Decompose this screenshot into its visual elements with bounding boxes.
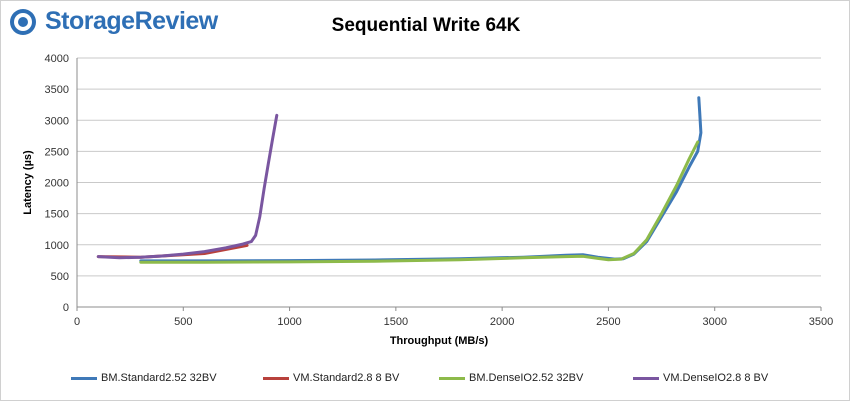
y-tick-label: 3500 (45, 84, 69, 96)
legend-swatch (633, 376, 659, 380)
storagereview-logo: StorageReview (7, 5, 237, 39)
storagereview-logo-icon (10, 9, 36, 35)
y-tick-label: 500 (51, 271, 69, 283)
legend-label: VM.DenseIO2.8 8 BV (663, 372, 769, 384)
y-tick-label: 2000 (45, 178, 69, 190)
legend-label: BM.DenseIO2.52 32BV (469, 372, 584, 384)
y-tick-label: 2500 (45, 146, 69, 158)
brand-name: StorageReview (45, 7, 218, 35)
x-tick-label: 500 (174, 316, 192, 328)
legend-swatch (71, 376, 97, 380)
y-axis-label: Latency (µs) (22, 150, 34, 215)
y-tick-label: 1000 (45, 240, 69, 252)
y-tick-label: 0 (63, 302, 69, 314)
legend-swatch (263, 376, 289, 380)
legend-item: BM.Standard2.52 32BV (71, 368, 217, 388)
legend-item: BM.DenseIO2.52 32BV (439, 368, 583, 388)
legend-label: VM.Standard2.8 8 BV (293, 372, 400, 384)
x-tick-label: 1500 (384, 316, 408, 328)
chart-title: Sequential Write 64K (331, 15, 521, 36)
x-tick-label: 3500 (809, 316, 833, 328)
series-line-3 (139, 140, 700, 264)
series-line-1 (139, 96, 703, 263)
x-axis-label: Throughput (MB/s) (390, 335, 489, 347)
x-tick-label: 2000 (490, 316, 514, 328)
series-line-4 (96, 113, 279, 260)
x-tick-label: 1000 (277, 316, 301, 328)
legend-label: BM.Standard2.52 32BV (101, 372, 217, 384)
line-chart: 0 500 1000 1500 2000 2500 3000 3500 4000 0 500 1000… (22, 53, 833, 347)
x-tick-label: 0 (74, 316, 80, 328)
y-tick-label: 3000 (45, 115, 69, 127)
y-tick-label: 1500 (45, 209, 69, 221)
y-tick-label: 4000 (45, 53, 69, 65)
legend-item: VM.DenseIO2.8 8 BV (633, 368, 768, 388)
x-tick-label: 2500 (596, 316, 620, 328)
legend-item: VM.Standard2.8 8 BV (263, 368, 399, 388)
legend: BM.Standard2.52 32BV VM.Standard2.8 8 BV B… (1, 368, 850, 388)
legend-swatch (439, 376, 465, 380)
x-tick-label: 3000 (702, 316, 726, 328)
